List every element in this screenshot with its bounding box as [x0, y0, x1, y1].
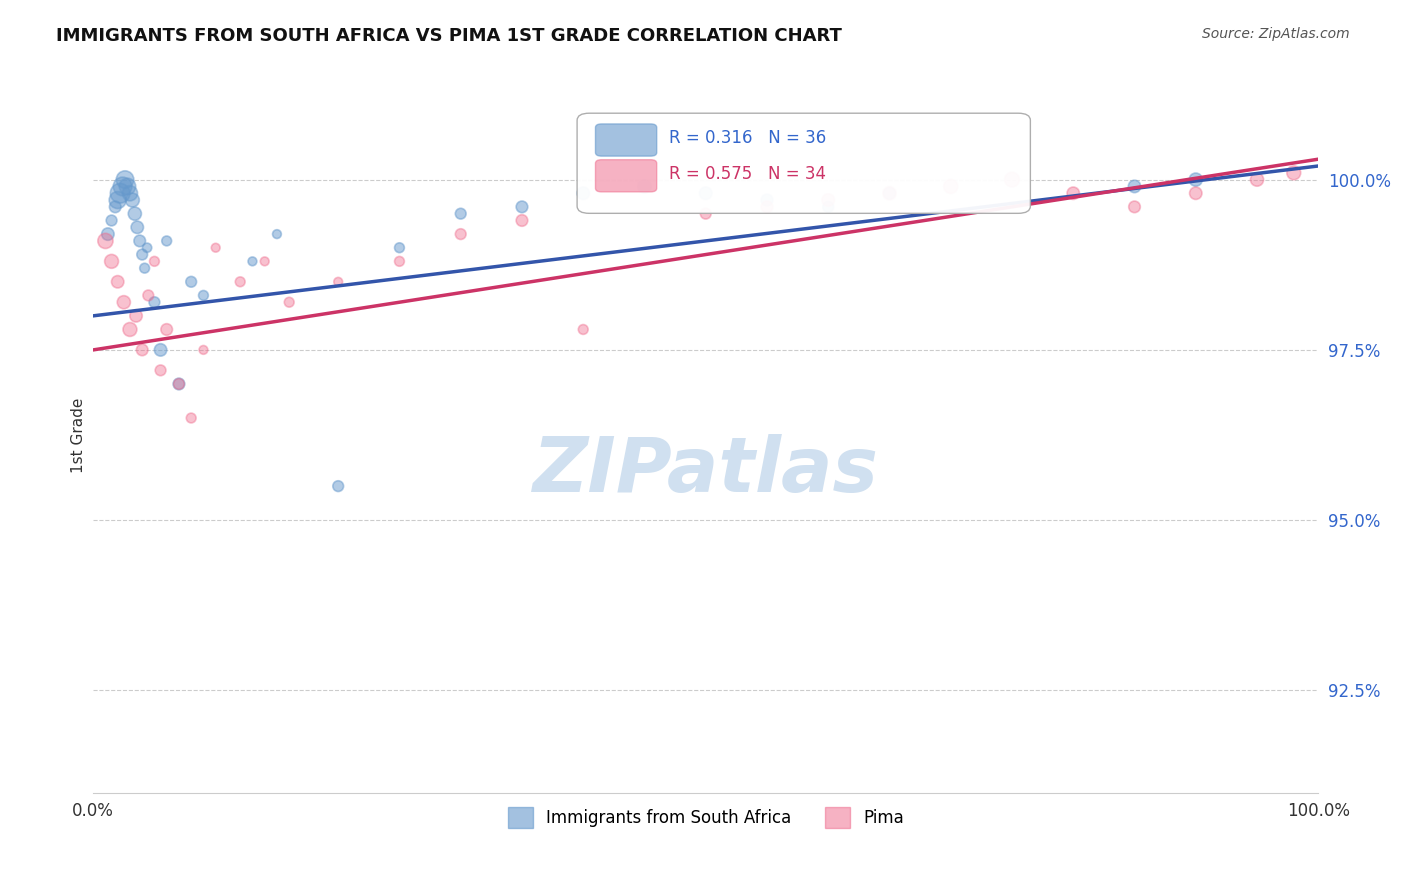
Point: [1282, 166, 1305, 180]
Point: [107, 193, 129, 207]
Point: [167, 376, 190, 391]
Point: [114, 172, 136, 186]
Point: [328, 479, 350, 493]
Point: [695, 207, 717, 221]
Point: [127, 220, 149, 235]
Point: [193, 288, 215, 302]
Point: [125, 309, 148, 323]
Point: [149, 343, 172, 357]
Point: [1246, 172, 1268, 186]
Point: [204, 241, 226, 255]
FancyBboxPatch shape: [596, 160, 657, 192]
Point: [136, 288, 159, 302]
Point: [450, 207, 472, 221]
Point: [108, 186, 131, 201]
Point: [1001, 172, 1024, 186]
Point: [97, 227, 120, 241]
Point: [180, 275, 202, 289]
Y-axis label: 1st Grade: 1st Grade: [72, 397, 86, 473]
Point: [124, 207, 146, 221]
Point: [1123, 200, 1146, 214]
Point: [167, 376, 190, 391]
Point: [1184, 186, 1206, 201]
Point: [143, 254, 166, 268]
Point: [633, 179, 655, 194]
Legend: Immigrants from South Africa, Pima: Immigrants from South Africa, Pima: [501, 801, 911, 834]
Point: [229, 275, 252, 289]
Point: [939, 179, 962, 194]
FancyBboxPatch shape: [576, 113, 1031, 213]
Point: [388, 254, 411, 268]
Point: [695, 186, 717, 201]
Text: R = 0.316   N = 36: R = 0.316 N = 36: [669, 129, 827, 147]
Point: [510, 213, 533, 227]
Point: [149, 363, 172, 377]
Point: [817, 193, 839, 207]
Point: [253, 254, 276, 268]
Point: [121, 193, 143, 207]
Point: [572, 322, 595, 336]
Point: [156, 234, 179, 248]
Point: [1184, 172, 1206, 186]
Point: [879, 186, 901, 201]
Point: [278, 295, 301, 310]
Point: [156, 322, 179, 336]
Point: [242, 254, 264, 268]
Point: [111, 179, 134, 194]
Point: [131, 343, 153, 357]
Point: [572, 186, 595, 201]
Text: Source: ZipAtlas.com: Source: ZipAtlas.com: [1202, 27, 1350, 41]
Point: [118, 322, 141, 336]
Point: [100, 254, 122, 268]
Point: [756, 193, 779, 207]
Point: [193, 343, 215, 357]
Text: ZIPatlas: ZIPatlas: [533, 434, 879, 508]
Point: [1062, 186, 1084, 201]
Point: [328, 275, 350, 289]
Point: [100, 213, 122, 227]
Point: [756, 200, 779, 214]
Point: [266, 227, 288, 241]
FancyBboxPatch shape: [596, 124, 657, 156]
Point: [450, 227, 472, 241]
Point: [118, 186, 141, 201]
Point: [131, 247, 153, 261]
Point: [104, 200, 127, 214]
Point: [136, 241, 159, 255]
Point: [128, 234, 150, 248]
Text: IMMIGRANTS FROM SOUTH AFRICA VS PIMA 1ST GRADE CORRELATION CHART: IMMIGRANTS FROM SOUTH AFRICA VS PIMA 1ST…: [56, 27, 842, 45]
Point: [134, 261, 156, 276]
Text: R = 0.575   N = 34: R = 0.575 N = 34: [669, 165, 825, 183]
Point: [1123, 179, 1146, 194]
Point: [817, 200, 839, 214]
Point: [112, 295, 135, 310]
Point: [879, 186, 901, 201]
Point: [117, 179, 139, 194]
Point: [143, 295, 166, 310]
Point: [107, 275, 129, 289]
Point: [180, 411, 202, 425]
Point: [510, 200, 533, 214]
Point: [94, 234, 117, 248]
Point: [388, 241, 411, 255]
